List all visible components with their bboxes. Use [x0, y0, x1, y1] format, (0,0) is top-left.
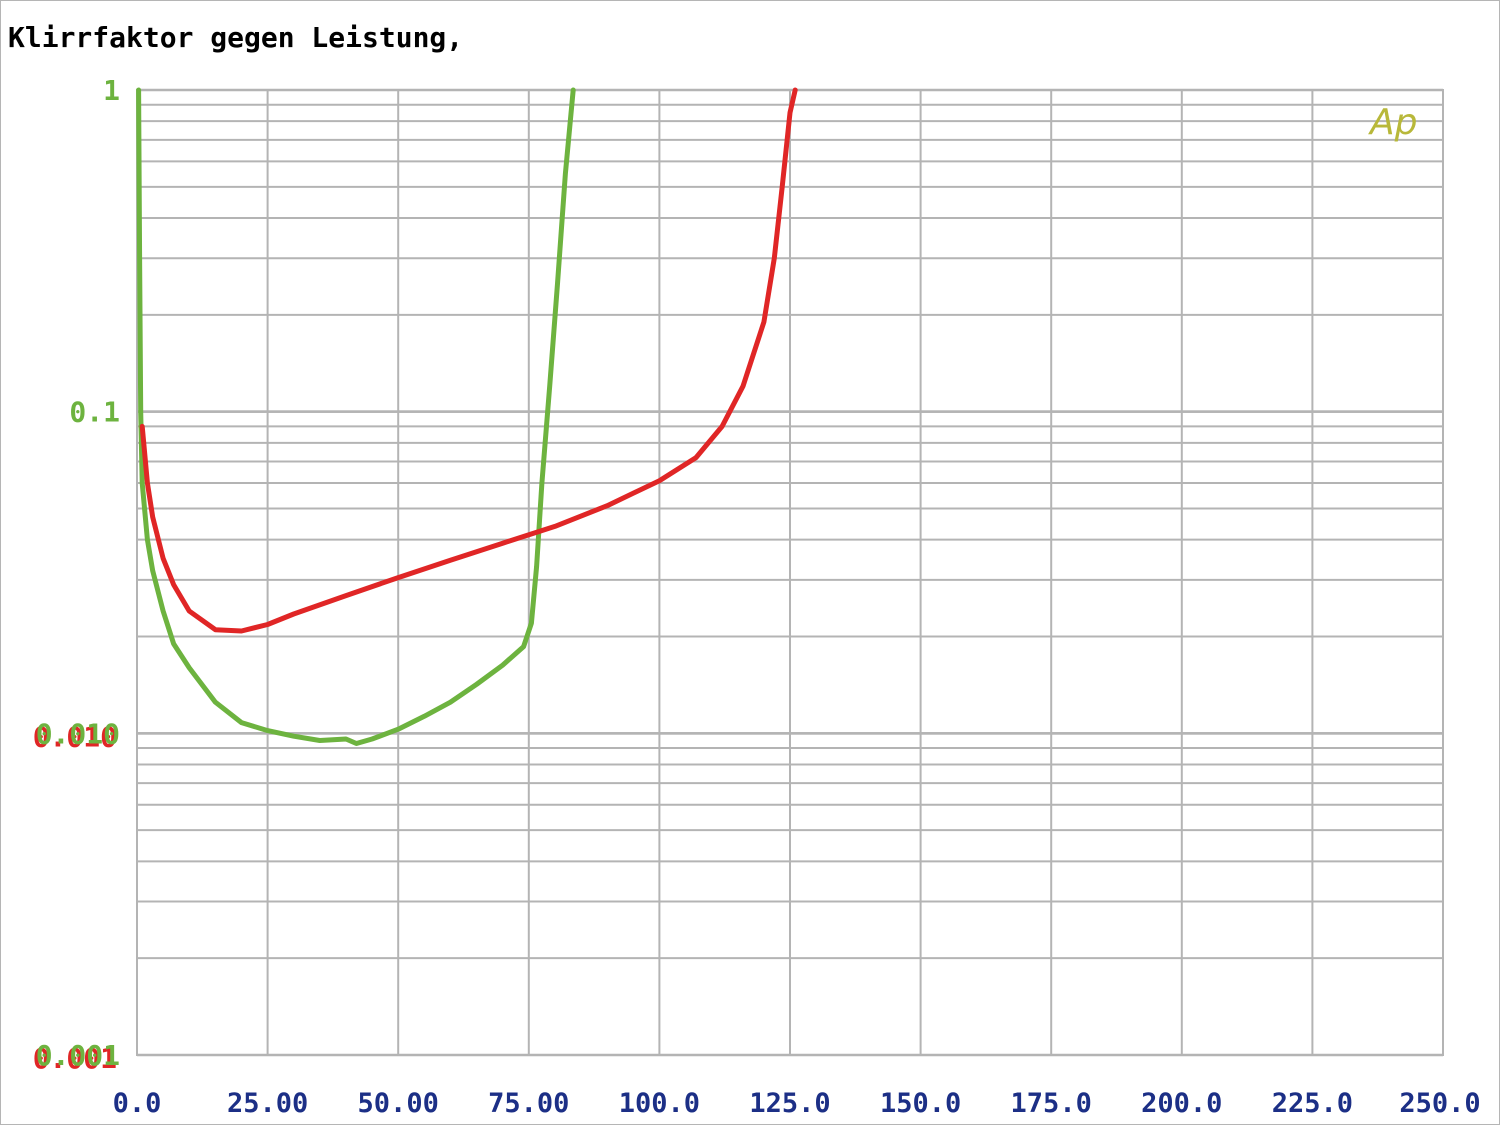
x-tick-label: 100.0: [619, 1088, 700, 1119]
x-tick-label: 125.0: [749, 1088, 830, 1119]
x-tick-label: 150.0: [880, 1088, 961, 1119]
y-tick-label: 1: [103, 74, 120, 107]
series-line-2: [139, 87, 798, 634]
x-tick-label: 225.0: [1272, 1088, 1353, 1119]
x-tick-label: 250.0: [1399, 1088, 1480, 1119]
y-tick-label: 0.1: [69, 396, 120, 429]
chart-title: Klirrfaktor gegen Leistung,: [8, 21, 463, 54]
x-tick-label: 50.00: [358, 1088, 439, 1119]
y-tick-label: 0.001: [36, 1039, 120, 1072]
x-tick-label: 75.00: [488, 1088, 569, 1119]
grid: [136, 88, 1444, 1057]
y-tick-label: 0.010: [36, 717, 120, 750]
x-axis-ticks: 0.0 25.00 50.00 75.00 100.0 125.0 150.0 175.0 20…: [113, 1088, 1481, 1119]
y-tick-label-shadow: 0.001: [33, 1042, 117, 1075]
x-tick-label: 0.0: [113, 1088, 162, 1119]
x-tick-label: 175.0: [1011, 1088, 1092, 1119]
x-tick-label: 25.00: [227, 1088, 308, 1119]
ap-logo: Ap: [1368, 102, 1417, 143]
series-layer: [136, 87, 798, 746]
series-line-1: [136, 87, 576, 746]
x-tick-label: 200.0: [1141, 1088, 1222, 1119]
y-tick-label-shadow: 0.010: [33, 720, 117, 753]
